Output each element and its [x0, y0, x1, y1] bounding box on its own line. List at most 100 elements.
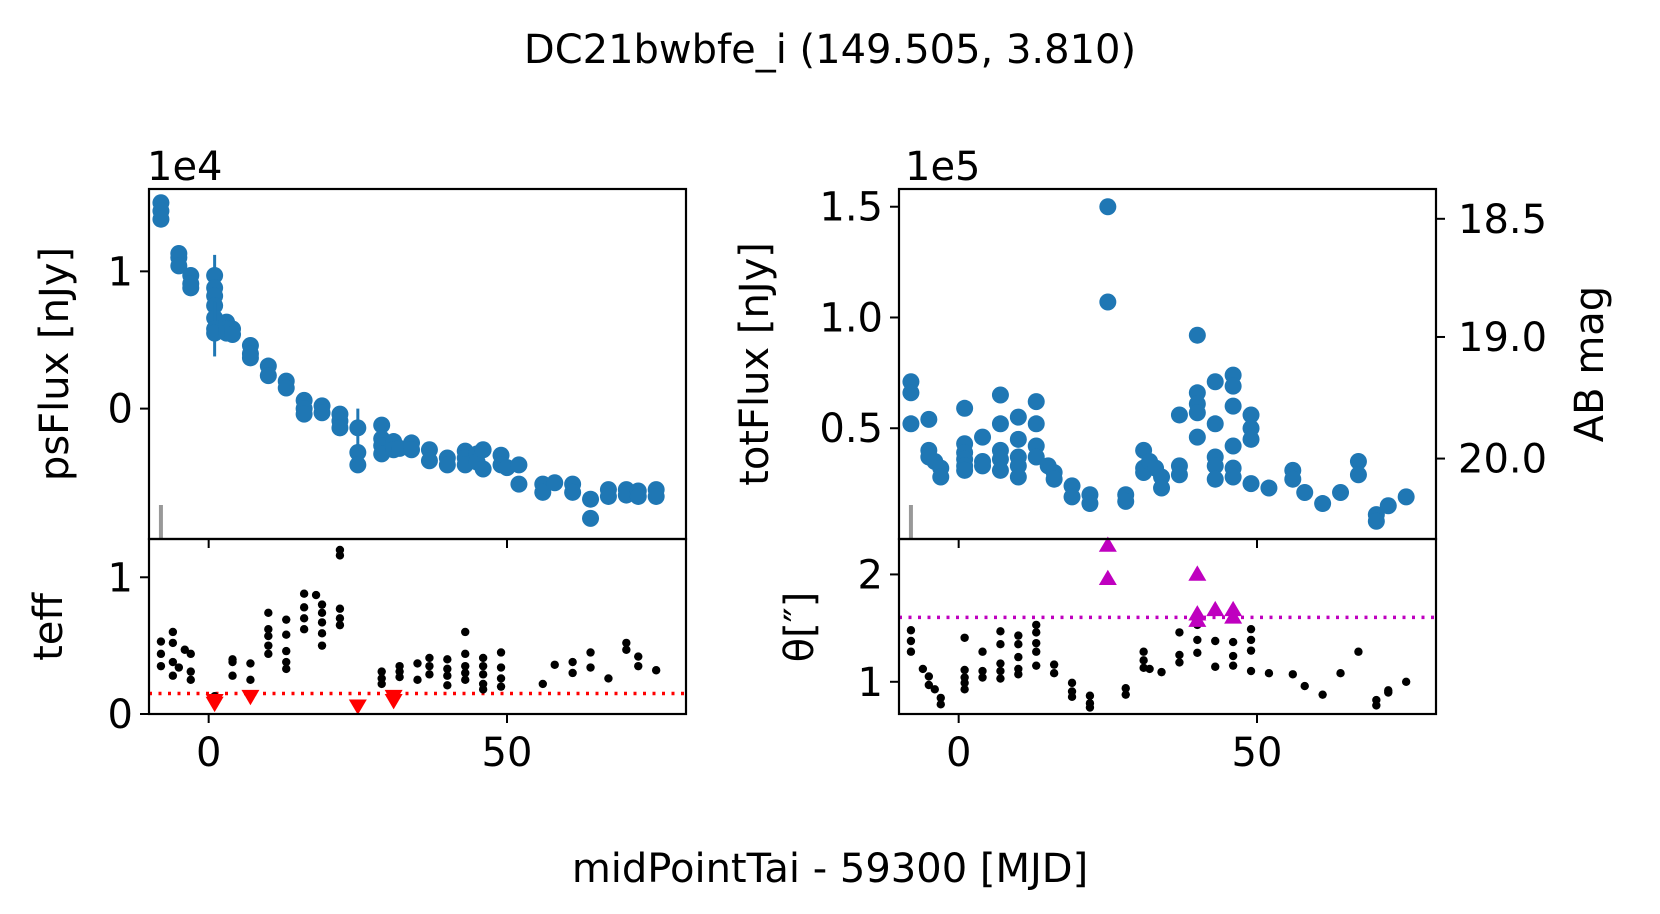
- psflux-point: [373, 416, 391, 434]
- theta-x-tick-label: 50: [1232, 730, 1283, 776]
- totflux-point: [956, 461, 974, 479]
- totflux-point: [1206, 373, 1224, 391]
- totflux-point: [1260, 479, 1278, 497]
- totflux-point: [991, 386, 1009, 404]
- theta-point: [960, 665, 969, 675]
- teff-x-tick-label: 0: [196, 730, 221, 776]
- totflux-point: [1284, 470, 1302, 488]
- psflux-point: [438, 456, 456, 474]
- totflux-mag-label: AB mag: [1567, 286, 1613, 442]
- teff-point: [335, 551, 345, 560]
- teff-limit-marker: [241, 689, 260, 706]
- theta-point: [1384, 688, 1393, 697]
- psflux-point: [206, 266, 224, 284]
- theta-point: [1145, 664, 1154, 674]
- totflux-y-tick-label: 1.5: [819, 185, 883, 231]
- theta-point: [996, 666, 1005, 676]
- psflux-point: [403, 441, 421, 459]
- theta-point: [936, 700, 945, 709]
- theta-point: [1300, 681, 1309, 691]
- teff-point: [586, 648, 595, 657]
- theta-point: [1175, 628, 1184, 637]
- totflux-point: [932, 468, 950, 486]
- theta-point: [1246, 646, 1256, 655]
- totflux-y-tick-labels: 0.5 1.0 1.5: [819, 185, 883, 453]
- totflux-point: [1063, 488, 1081, 506]
- theta-point: [1354, 647, 1363, 656]
- teff-point: [622, 638, 631, 648]
- totflux-point: [991, 461, 1009, 479]
- teff-point: [299, 589, 309, 598]
- theta-point: [996, 674, 1005, 683]
- theta-point: [996, 640, 1005, 649]
- teff-point: [586, 663, 595, 672]
- teff-point: [264, 641, 273, 650]
- teff-point: [317, 641, 327, 650]
- teff-point: [425, 653, 434, 663]
- theta-point: [1228, 651, 1238, 661]
- totflux-point: [956, 399, 974, 417]
- theta-point: [1085, 703, 1095, 712]
- teff-point: [299, 603, 309, 612]
- teff-y-tick-label: 1: [108, 555, 133, 601]
- theta-point: [1228, 661, 1238, 670]
- totflux-point: [1009, 408, 1027, 426]
- teff-point: [335, 614, 345, 623]
- teff-x-tick-label: 50: [482, 730, 533, 776]
- psflux-point: [474, 460, 492, 478]
- totflux-point: [1009, 430, 1027, 448]
- totflux-point: [1379, 497, 1397, 515]
- totflux-mag-tick-label: 19.0: [1458, 315, 1547, 361]
- psflux-point: [582, 509, 600, 527]
- theta-outlier-marker: [1098, 569, 1117, 586]
- theta-point: [1401, 677, 1411, 686]
- teff-point: [317, 600, 327, 609]
- psflux-point: [582, 490, 600, 508]
- theta-point: [918, 664, 928, 674]
- theta-outlier-marker: [1098, 536, 1117, 552]
- totflux-mag-tick-label: 18.5: [1458, 197, 1547, 243]
- totflux-offset-text: 1e5: [905, 144, 981, 190]
- totflux-point: [1188, 428, 1206, 446]
- teff-point: [496, 663, 506, 672]
- theta-point: [1175, 658, 1184, 667]
- theta-point: [1139, 647, 1148, 656]
- totflux-grid-marks: [890, 205, 1445, 548]
- theta-point: [1211, 636, 1220, 646]
- psflux-point: [647, 487, 665, 505]
- totflux-points: [902, 198, 1415, 530]
- teff-point: [299, 625, 309, 634]
- theta-point: [1085, 691, 1095, 700]
- teff-point: [461, 675, 470, 685]
- totflux-point: [1188, 404, 1206, 422]
- teff-point: [478, 653, 488, 663]
- theta-point: [1372, 701, 1381, 710]
- teff-point: [538, 679, 547, 689]
- teff-point: [282, 646, 291, 656]
- teff-point: [377, 679, 386, 689]
- teff-point: [550, 660, 559, 669]
- teff-point: [496, 674, 506, 683]
- theta-point: [1211, 662, 1220, 671]
- teff-point: [461, 661, 470, 671]
- theta-point: [1121, 684, 1130, 693]
- theta-point: [1032, 661, 1041, 670]
- psflux-point: [564, 483, 582, 501]
- teff-point: [168, 638, 178, 648]
- theta-point: [960, 633, 969, 642]
- shared-x-label: midPointTai - 59300 [MJD]: [572, 846, 1088, 892]
- theta-point: [924, 680, 934, 690]
- teff-point: [168, 627, 178, 637]
- teff-point: [186, 667, 195, 676]
- theta-point: [978, 647, 987, 656]
- theta-point: [1288, 670, 1298, 679]
- teff-point: [634, 652, 643, 661]
- totflux-point: [1242, 430, 1260, 448]
- totflux-point: [1224, 377, 1242, 395]
- teff-point: [264, 649, 273, 659]
- totflux-y-tick-label: 1.0: [819, 295, 883, 341]
- teff-point: [377, 667, 386, 676]
- psflux-panel: 01 1e4 psFlux [nJy]: [32, 144, 688, 548]
- psflux-point: [474, 441, 492, 459]
- psflux-point: [241, 349, 259, 367]
